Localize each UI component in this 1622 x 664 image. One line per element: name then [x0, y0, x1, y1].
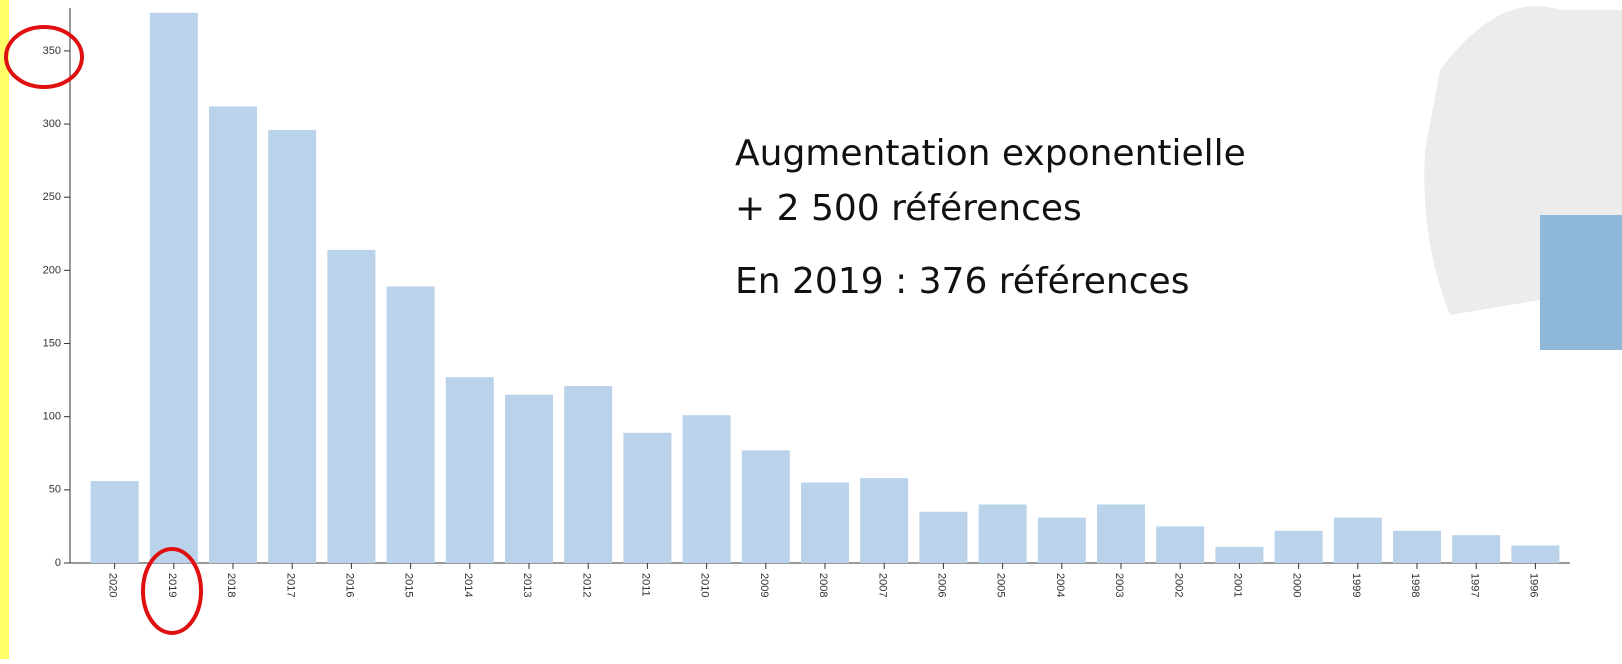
side-strip	[0, 0, 9, 659]
x-tick-label: 2019	[166, 573, 178, 597]
x-tick-label: 2015	[403, 573, 415, 597]
bar	[801, 483, 849, 563]
bar	[979, 504, 1027, 563]
x-tick-label: 2009	[758, 573, 770, 597]
y-tick-label: 150	[43, 337, 61, 349]
x-tick-label: 2005	[995, 573, 1007, 597]
bar	[387, 286, 435, 563]
x-tick-label: 2012	[580, 573, 592, 597]
x-tick-label: 2003	[1113, 573, 1125, 597]
bar	[1334, 518, 1382, 563]
bar	[683, 415, 731, 563]
bar	[209, 106, 257, 563]
x-tick-label: 1998	[1409, 573, 1421, 597]
bar	[860, 478, 908, 563]
bar	[623, 433, 671, 563]
y-tick-label: 200	[43, 264, 61, 276]
y-tick-label: 300	[43, 118, 61, 130]
bar	[1156, 526, 1204, 563]
x-tick-label: 2018	[225, 573, 237, 597]
x-tick-label: 1996	[1527, 573, 1539, 597]
bar	[1215, 547, 1263, 563]
x-tick-label: 2020	[107, 573, 119, 597]
y-tick-label: 0	[55, 557, 61, 569]
annotation: En 2019 : 376 références	[735, 261, 1189, 302]
annotation: + 2 500 références	[735, 188, 1082, 229]
x-tick-label: 2008	[817, 573, 829, 597]
x-tick-label: 2004	[1054, 573, 1066, 597]
bar	[268, 130, 316, 563]
x-tick-label: 2010	[699, 573, 711, 597]
x-tick-label: 2017	[284, 573, 296, 597]
chart: Augmentation exponentielle + 2 500 référ…	[0, 0, 1622, 659]
y-tick-label: 50	[49, 484, 61, 496]
x-tick-label: 2001	[1231, 573, 1243, 597]
x-tick-label: 1997	[1468, 573, 1480, 597]
bar	[919, 512, 967, 563]
x-tick-label: 2006	[935, 573, 947, 597]
bar	[446, 377, 494, 563]
bar	[1097, 504, 1145, 563]
x-tick-label: 1999	[1350, 573, 1362, 597]
x-tick-label: 2014	[462, 573, 474, 597]
x-tick-label: 2000	[1291, 573, 1303, 597]
y-tick-label: 350	[43, 45, 61, 57]
bar	[1393, 531, 1441, 563]
y-tick-label: 100	[43, 411, 61, 423]
bar	[1452, 535, 1500, 563]
bar	[150, 13, 198, 563]
x-tick-label: 2007	[876, 573, 888, 597]
x-tick-label: 2016	[343, 573, 355, 597]
annotation: Augmentation exponentielle	[735, 133, 1246, 174]
bar	[91, 481, 139, 563]
highlight-circle	[6, 27, 82, 87]
bar	[564, 386, 612, 563]
bar	[1511, 545, 1559, 563]
x-tick-label: 2002	[1172, 573, 1184, 597]
x-tick-label: 2011	[639, 573, 651, 597]
bar	[1275, 531, 1323, 563]
bar	[327, 250, 375, 563]
bar	[742, 450, 790, 563]
x-tick-label: 2013	[521, 573, 533, 597]
photo	[1424, 6, 1622, 350]
bar	[505, 395, 553, 563]
bar	[1038, 518, 1086, 563]
y-tick-label: 250	[43, 191, 61, 203]
